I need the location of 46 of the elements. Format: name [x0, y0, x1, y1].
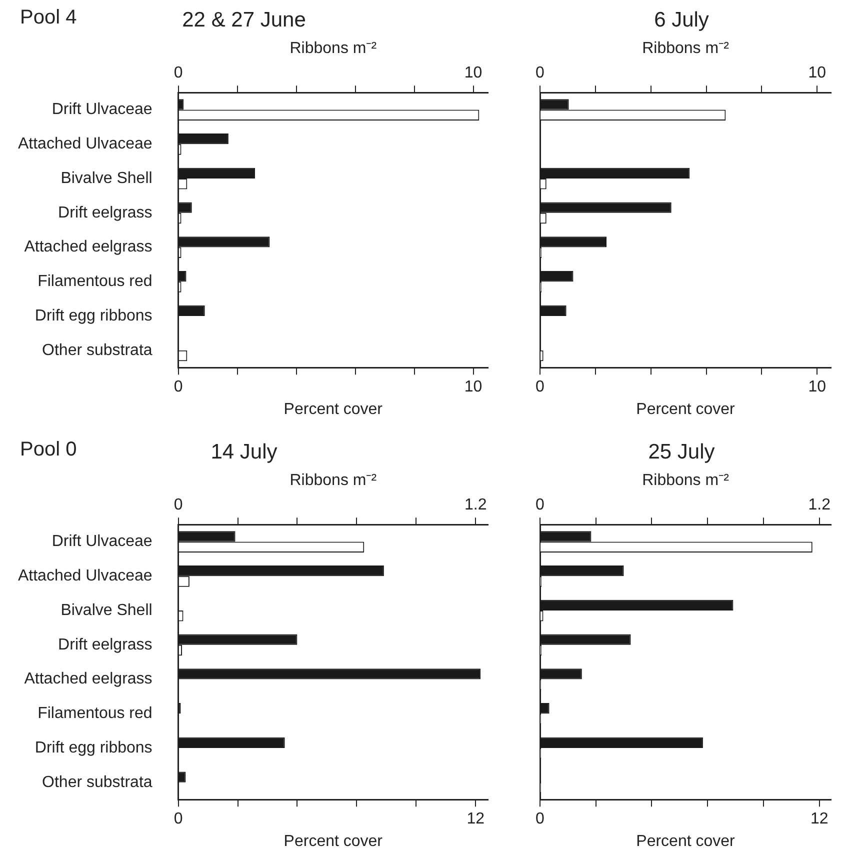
y-tick-label: Attached eelgrass — [24, 238, 152, 256]
x2-axis-title: Ribbons m⁻² — [642, 40, 730, 58]
x-tick-label: 10 — [464, 378, 482, 396]
chart-title: 25 July — [648, 440, 716, 464]
x-tick-label: 0 — [174, 810, 183, 828]
x2-axis-title: Ribbons m⁻² — [290, 40, 378, 58]
text: Pool 4 — [20, 6, 77, 29]
y-tick-label: Attached Ulvaceae — [18, 568, 152, 585]
x2-tick-label: 0 — [174, 496, 183, 514]
x2-tick-label: 0 — [174, 64, 183, 82]
x2-tick-label: 1.2 — [464, 496, 487, 514]
chart-title: 22 & 27 June — [182, 8, 306, 32]
text: Pool 0 — [20, 438, 77, 461]
y-tick-label: Filamentous red — [38, 273, 152, 290]
x-tick-label: 0 — [174, 378, 183, 396]
y-tick-label: Drift Ulvaceae — [52, 533, 152, 550]
x-tick-label: 12 — [810, 810, 828, 828]
y-tick-label: Drift egg ribbons — [34, 307, 152, 324]
x-tick-label: 12 — [466, 810, 485, 828]
x2-tick-label: 10 — [464, 64, 482, 82]
x-axis-title: Percent cover — [636, 832, 736, 850]
x-axis-title: Percent cover — [284, 400, 384, 418]
x2-tick-label: 1.2 — [808, 496, 831, 514]
y-tick-label: Other substrata — [42, 342, 152, 359]
x2-axis-title: Ribbons m⁻² — [642, 472, 730, 490]
x-axis-title: Percent cover — [284, 832, 384, 850]
x2-tick-label: 0 — [536, 64, 545, 82]
y-tick-label: Other substrata — [42, 774, 152, 791]
y-tick-label: Drift Ulvaceae — [52, 101, 152, 118]
chart-title: 6 July — [654, 8, 710, 32]
y-tick-label: Drift eelgrass — [58, 636, 152, 654]
y-tick-label: Bivalve Shell — [60, 602, 152, 619]
x-tick-label: 10 — [808, 378, 826, 396]
y-tick-label: Drift egg ribbons — [34, 739, 152, 756]
y-tick-label: Attached eelgrass — [24, 670, 152, 688]
x2-tick-label: 0 — [536, 496, 545, 514]
y-tick-label: Filamentous red — [38, 705, 152, 722]
y-tick-label: Attached Ulvaceae — [18, 136, 152, 153]
x-tick-label: 0 — [536, 810, 545, 828]
x-axis-title: Percent cover — [636, 400, 736, 418]
chart-title: 14 July — [210, 440, 278, 464]
x2-axis-title: Ribbons m⁻² — [290, 472, 378, 490]
x-tick-label: 0 — [536, 378, 545, 396]
y-tick-label: Drift eelgrass — [58, 204, 152, 222]
x2-tick-label: 10 — [808, 64, 826, 82]
y-tick-label: Bivalve Shell — [60, 170, 152, 187]
